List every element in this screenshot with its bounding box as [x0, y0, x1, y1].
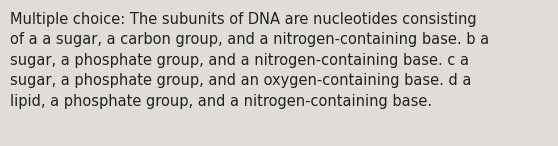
Text: Multiple choice: The subunits of DNA are nucleotides consisting
of a a sugar, a : Multiple choice: The subunits of DNA are…: [10, 12, 489, 109]
